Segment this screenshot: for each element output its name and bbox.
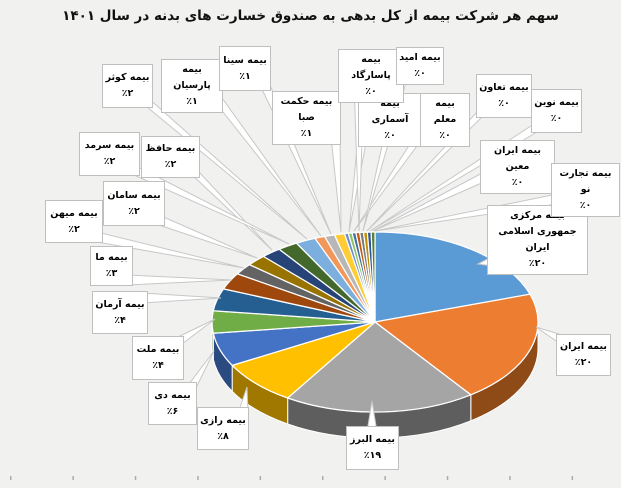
callout-label: بیمه سامان ٪۲ <box>103 181 165 226</box>
pie-slice-1[interactable] <box>374 293 539 396</box>
chart-title: سهم هر شرکت بیمه از کل بدهی به صندوق خسا… <box>62 8 559 24</box>
callout-company-name: بیمه سرمد <box>84 140 135 151</box>
callout-percent: ٪۲ <box>164 159 177 170</box>
callout-label: بیمه میهن ٪۲ <box>45 200 103 243</box>
callout-percent: ٪۰ <box>579 200 592 211</box>
callout-label: بیمه تعاون ٪۰ <box>476 74 532 118</box>
callout-label: بیمه امید ٪۰ <box>396 47 444 85</box>
callout-percent: ٪۱ <box>300 128 313 139</box>
callout-company-name: بیمه ایران <box>560 341 607 352</box>
callout-percent: ٪۸ <box>217 430 229 442</box>
callout-label: بیمه البرز ٪۱۹ <box>346 426 399 470</box>
gridline-tick <box>446 476 449 480</box>
callout-percent: ٪۰ <box>498 98 510 109</box>
callout-company-name: بیمه میهن <box>50 207 98 219</box>
callout-company-name: بیمه پاسارگاد <box>351 54 391 81</box>
callout-percent: ٪۰ <box>439 130 451 141</box>
callout-company-name: بیمه مرکزی جمهوری اسلامی ایران <box>498 210 577 253</box>
gridline-tick <box>197 476 199 480</box>
callout-company-name: بیمه رازی <box>200 414 246 426</box>
callout-percent: ٪۲ <box>103 156 116 167</box>
callout-percent: ٪۶ <box>166 405 179 417</box>
callout-percent: ٪۲ <box>128 205 140 217</box>
callout-company-name: بیمه حافظ <box>145 143 196 154</box>
callout-company-name: بیمه ما <box>95 252 128 263</box>
callout-label: بیمه ایران معین ٪۰ <box>480 140 555 194</box>
callout-percent: ٪۰ <box>550 113 563 124</box>
callout-leader-6 <box>141 292 222 304</box>
callout-percent: ٪۴ <box>114 314 126 326</box>
callout-company-name: بیمه سینا <box>223 54 267 66</box>
callout-percent: ٪۱ <box>186 96 198 107</box>
callout-company-name: بیمه سامان <box>107 189 161 201</box>
pie-slice-23[interactable] <box>370 231 376 323</box>
callout-company-name: بیمه دی <box>154 389 191 401</box>
callout-label: بیمه پاسارگاد ٪۰ <box>338 49 404 103</box>
callout-label: بیمه نوین ٪۰ <box>531 89 582 133</box>
callout-percent: ٪۲۰ <box>574 357 593 368</box>
callout-company-name: بیمه آرمان <box>95 298 145 310</box>
callout-percent: ٪۲ <box>68 223 80 235</box>
gridline-tick <box>571 476 574 480</box>
pie-slice-2[interactable] <box>287 321 472 413</box>
callout-label: بیمه ملت ٪۴ <box>132 336 184 380</box>
callout-percent: ٪۰ <box>511 177 524 188</box>
gridline-tick <box>259 476 262 480</box>
gridline-tick <box>322 476 324 480</box>
callout-label: بیمه دی ٪۶ <box>148 382 197 425</box>
callout-company-name: بیمه حکمت صبا <box>280 96 333 123</box>
gridline-tick <box>134 476 137 480</box>
callout-percent: ٪۲ <box>121 88 134 99</box>
callout-label: بیمه حافظ ٪۲ <box>141 136 200 178</box>
callout-percent: ٪۴ <box>152 360 164 371</box>
callout-label: بیمه سینا ٪۱ <box>219 46 271 91</box>
callout-percent: ٪۰ <box>365 86 377 97</box>
callout-label: بیمه رازی ٪۸ <box>197 407 249 450</box>
callout-label: بیمه ما ٪۳ <box>90 246 133 286</box>
callout-company-name: بیمه ایران معین <box>494 145 541 172</box>
callout-label: بیمه کوثر ٪۲ <box>102 64 153 108</box>
callout-label: بیمه پارسیان ٪۱ <box>161 59 223 113</box>
gridline-tick <box>72 476 74 480</box>
callout-label: بیمه حکمت صبا ٪۱ <box>272 91 341 145</box>
callout-label: بیمه ایران ٪۲۰ <box>556 334 611 376</box>
callout-company-name: بیمه تعاون <box>479 82 529 93</box>
callout-label: بیمه معلم ٪۰ <box>420 93 470 147</box>
callout-percent: ٪۱۹ <box>363 450 382 461</box>
callout-leader-7 <box>126 274 233 286</box>
callout-company-name: بیمه ملت <box>136 344 180 355</box>
gridline-tick <box>509 476 511 480</box>
gridline-tick <box>384 476 386 480</box>
pie-slices <box>211 231 539 413</box>
pie-slice-0[interactable] <box>374 231 531 323</box>
callout-company-name: بیمه پارسیان <box>173 64 211 91</box>
callout-label: بیمه آرمان ٪۴ <box>92 291 148 334</box>
worksheet-gridline-marks <box>10 476 574 480</box>
callout-label: بیمه تجارت نو ٪۰ <box>551 163 620 217</box>
callout-label: بیمه سرمد ٪۲ <box>79 132 140 176</box>
callout-company-name: بیمه امید <box>399 52 441 63</box>
callout-company-name: بیمه معلم <box>433 98 457 125</box>
callout-company-name: بیمه آسماری <box>371 98 409 125</box>
callout-company-name: بیمه نوین <box>534 97 579 108</box>
callout-company-name: بیمه البرز <box>350 434 395 445</box>
callout-percent: ٪۱ <box>239 70 251 82</box>
callout-percent: ٪۰ <box>414 68 426 79</box>
gridline-tick <box>10 476 12 480</box>
callout-company-name: بیمه کوثر <box>105 72 150 83</box>
callout-percent: ٪۲۰ <box>528 258 547 269</box>
callout-leaders <box>96 78 563 433</box>
callout-percent: ٪۰ <box>384 130 396 141</box>
callout-company-name: بیمه تجارت نو <box>559 168 612 195</box>
callout-percent: ٪۳ <box>105 268 118 279</box>
